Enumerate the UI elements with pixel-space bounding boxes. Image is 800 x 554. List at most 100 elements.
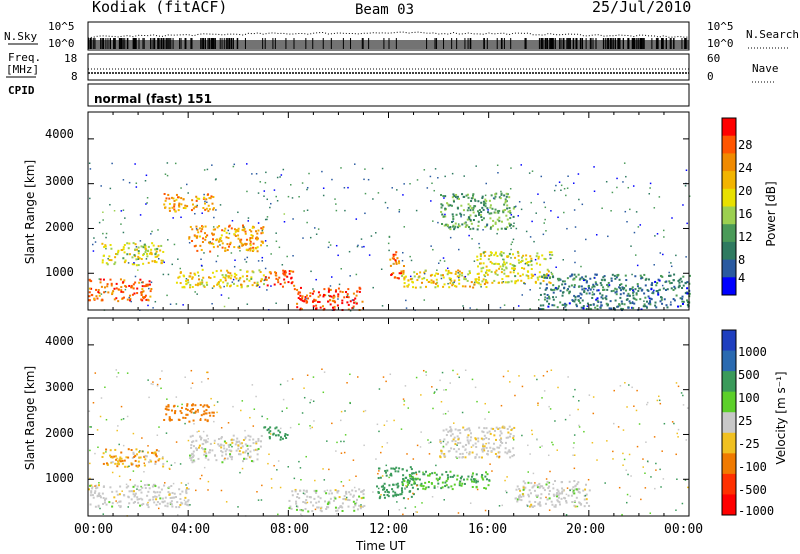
velocity-cell <box>461 482 464 485</box>
velocity-cell <box>468 429 471 432</box>
velocity-noise <box>442 445 445 448</box>
power-cell <box>486 273 489 276</box>
power-noise <box>578 198 580 201</box>
velocity-cell <box>498 456 501 459</box>
cpid-value: normal (fast) 151 <box>94 92 212 106</box>
power-cell <box>686 281 689 284</box>
power-cell <box>185 283 188 286</box>
power-cell <box>155 261 158 264</box>
power-cell <box>101 299 104 302</box>
velocity-cell <box>329 497 332 500</box>
velocity-cell <box>185 492 188 495</box>
power-cell <box>202 237 205 240</box>
power-noise <box>275 195 277 198</box>
power-noise <box>487 209 489 211</box>
power-cell <box>595 298 598 301</box>
velocity-cell <box>474 478 477 481</box>
power-cell <box>226 284 229 287</box>
power-cell <box>123 251 126 254</box>
power-noise <box>453 281 455 283</box>
power-cell <box>479 253 482 256</box>
velocity-cell <box>462 478 465 481</box>
velocity-cell <box>547 487 550 490</box>
power-noise <box>134 163 136 165</box>
velocity-cell <box>411 478 414 481</box>
power-cell <box>578 300 581 303</box>
power-cell <box>261 241 264 244</box>
power-noise <box>124 288 127 291</box>
power-cell <box>485 265 488 268</box>
velocity-cell <box>125 486 128 489</box>
velocity-cell <box>449 434 452 437</box>
power-cell <box>195 199 198 202</box>
velocity-cell <box>441 481 444 484</box>
power-cell <box>665 280 668 283</box>
power-cell <box>495 269 498 272</box>
velocity-cell <box>528 500 531 503</box>
power-noise <box>601 207 603 210</box>
power-cell <box>229 243 232 246</box>
velocity-cell <box>418 470 421 473</box>
power-cell <box>148 283 151 286</box>
power-noise <box>368 254 371 256</box>
power-cell <box>443 224 446 227</box>
power-cell <box>178 196 181 199</box>
power-cell <box>672 279 675 282</box>
power-cell <box>201 228 204 231</box>
velocity-cell <box>451 440 454 443</box>
power-cell <box>117 249 120 252</box>
velocity-noise <box>388 476 390 479</box>
velocity-cell <box>317 495 320 498</box>
power-cell <box>564 302 567 305</box>
power-cell <box>512 215 515 218</box>
power-cell <box>134 248 137 251</box>
power-cell <box>452 193 455 196</box>
velocity-noise <box>251 384 254 386</box>
power-noise <box>616 186 618 189</box>
power-cell <box>642 305 645 308</box>
velocity-cell <box>408 473 411 476</box>
velocity-noise <box>443 499 445 501</box>
velocity-cell <box>126 465 129 468</box>
power-cell <box>211 242 214 245</box>
power-noise <box>275 240 278 243</box>
power-cell <box>220 240 223 243</box>
power-cell <box>473 198 476 201</box>
velocity-noise <box>415 511 417 513</box>
power-noise <box>631 301 634 303</box>
velocity-cell <box>182 416 185 419</box>
velocity-cell <box>460 477 463 480</box>
velocity-cell <box>194 404 197 407</box>
velocity-cell <box>352 506 355 509</box>
power-noise <box>593 277 596 279</box>
power-cell <box>604 296 607 299</box>
power-noise <box>449 236 452 239</box>
velocity-noise <box>280 427 282 430</box>
power-cell <box>478 213 481 216</box>
velocity-noise <box>306 374 309 376</box>
velocity-noise <box>184 422 186 425</box>
power-cell <box>267 276 270 279</box>
power-cell <box>620 289 623 292</box>
velocity-cell <box>482 446 485 449</box>
velocity-noise <box>629 495 632 498</box>
power-cell <box>133 254 136 257</box>
velocity-noise <box>386 420 388 422</box>
xtick-1200: 12:00 <box>369 522 409 537</box>
power-cell <box>224 227 227 230</box>
velocity-cell <box>203 404 206 407</box>
power-cell <box>606 283 609 286</box>
velocity-cell <box>493 429 496 432</box>
power-cell <box>660 296 663 299</box>
velocity-noise <box>121 490 123 492</box>
velocity-noise <box>640 498 642 501</box>
power-cell <box>156 255 159 258</box>
velocity-cell <box>220 446 223 449</box>
power-cell <box>526 262 529 265</box>
power-cell <box>579 292 582 295</box>
power-cell <box>542 280 545 283</box>
velocity-cell <box>584 488 587 491</box>
velocity-cell <box>150 460 153 463</box>
velocity-cell <box>94 490 97 493</box>
power-noise <box>234 259 236 261</box>
